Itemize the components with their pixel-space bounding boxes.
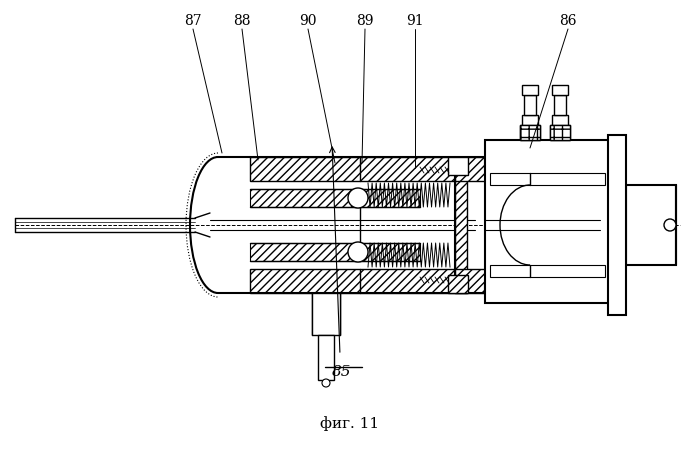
Bar bbox=[250, 157, 455, 181]
Bar bbox=[520, 125, 540, 140]
Bar bbox=[448, 157, 468, 175]
Bar bbox=[552, 115, 568, 125]
Bar bbox=[520, 125, 540, 140]
Circle shape bbox=[322, 379, 330, 387]
Circle shape bbox=[348, 188, 368, 208]
Bar bbox=[490, 265, 605, 277]
Circle shape bbox=[348, 242, 368, 262]
Bar bbox=[552, 85, 568, 95]
Bar bbox=[312, 293, 340, 335]
Bar bbox=[490, 173, 605, 185]
Text: 85: 85 bbox=[332, 365, 352, 379]
Bar bbox=[455, 157, 467, 293]
Bar bbox=[522, 85, 538, 95]
Text: 89: 89 bbox=[356, 14, 374, 28]
Bar bbox=[455, 269, 485, 293]
Text: 87: 87 bbox=[185, 14, 202, 28]
Text: 88: 88 bbox=[233, 14, 251, 28]
Bar bbox=[318, 335, 334, 380]
Circle shape bbox=[664, 219, 676, 231]
Bar bbox=[522, 115, 538, 125]
Bar bbox=[608, 135, 626, 315]
Text: фиг. 11: фиг. 11 bbox=[320, 416, 380, 431]
Bar bbox=[626, 185, 676, 265]
Bar bbox=[554, 95, 566, 115]
Bar bbox=[524, 95, 536, 115]
Bar bbox=[550, 125, 570, 140]
Bar bbox=[485, 140, 610, 303]
Text: 91: 91 bbox=[406, 14, 424, 28]
Bar bbox=[550, 125, 570, 140]
Text: 90: 90 bbox=[299, 14, 317, 28]
Text: 86: 86 bbox=[559, 14, 577, 28]
Bar bbox=[448, 275, 468, 293]
Bar bbox=[455, 157, 485, 181]
Bar bbox=[250, 243, 420, 261]
Bar bbox=[250, 269, 455, 293]
Bar bbox=[250, 189, 420, 207]
